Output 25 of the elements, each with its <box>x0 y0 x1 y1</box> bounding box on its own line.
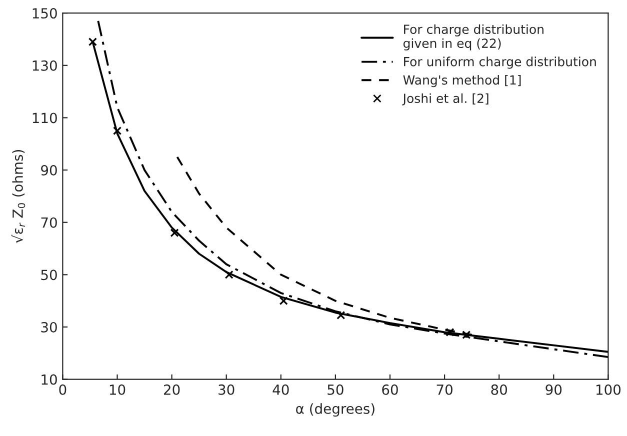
y-axis-title: √ε$_{r}$ Z$_{0}$ (ohms) <box>11 150 26 244</box>
x-tick-label: 60 <box>382 384 398 395</box>
legend-label: Joshi et al. [2] <box>402 93 488 106</box>
y-tick-label: 30 <box>41 322 57 332</box>
x-tick-label: 90 <box>546 384 562 395</box>
legend-label: For charge distribution given in eq (22) <box>403 24 544 50</box>
x-tick-label: 40 <box>272 384 289 395</box>
y-tick-label: 90 <box>41 165 57 176</box>
legend-label: Wang's method [1] <box>403 75 521 88</box>
y-tick-label: 110 <box>32 112 57 124</box>
y-tick-label: 150 <box>32 8 57 19</box>
x-tick-label: 10 <box>110 384 126 395</box>
x-tick-label: 30 <box>218 384 234 395</box>
x-tick-label: 80 <box>491 384 508 395</box>
legend-label: For uniform charge distribution <box>404 56 596 69</box>
x-tick-label: 0 <box>59 384 66 395</box>
y-tick-label: 70 <box>41 217 57 228</box>
x-tick-label: 100 <box>596 384 621 395</box>
x-tick-label: 20 <box>164 384 180 395</box>
x-tick-label: 50 <box>328 384 344 395</box>
y-tick-label: 10 <box>42 374 57 385</box>
x-tick-label: 70 <box>436 384 452 395</box>
y-tick-label: 50 <box>41 270 57 280</box>
x-axis-title: α (degrees) <box>296 403 374 417</box>
y-tick-label: 130 <box>32 60 57 71</box>
